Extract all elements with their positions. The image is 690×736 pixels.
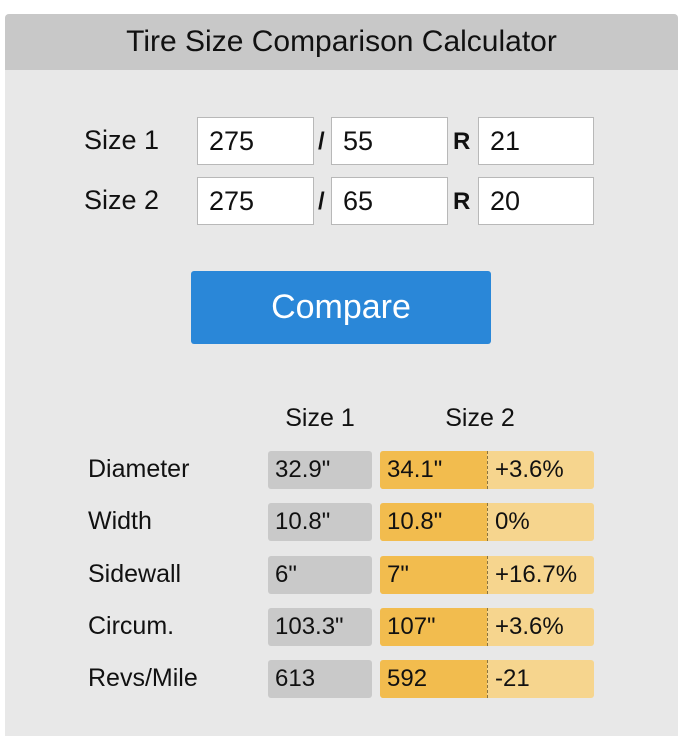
size1-value: 6" [268,555,372,594]
aspect-input[interactable]: 65 [331,177,448,225]
column-header: Size 2 [445,404,515,432]
construction: R [453,188,471,215]
title: Tire Size Comparison Calculator [126,25,557,58]
size-label: Size 1 [84,125,160,155]
calculator: Tire Size Comparison Calculator Compare … [5,14,678,736]
rim-input[interactable]: 21 [478,117,594,165]
separator: / [318,128,325,155]
row-label: Sidewall [88,559,182,588]
difference: 0% [487,503,594,542]
difference: +3.6% [487,607,594,646]
size-label: Size 2 [84,185,160,215]
construction: R [453,128,471,155]
row-label: Revs/Mile [88,664,198,693]
width-input[interactable]: 275 [197,177,314,225]
size2-value: 592 [380,660,487,699]
size1-value: 10.8" [268,503,372,542]
compare-button[interactable]: Compare [191,271,491,344]
rim-input[interactable]: 20 [478,177,594,225]
aspect-input[interactable]: 55 [331,117,448,165]
row-label: Width [88,507,152,536]
size2-value: 10.8" [380,503,487,542]
width-input[interactable]: 275 [197,117,314,165]
size1-value: 103.3" [268,607,372,646]
row-label: Diameter [88,455,190,483]
difference: -21 [487,660,594,699]
difference: +16.7% [487,555,594,594]
column-header: Size 1 [285,404,355,432]
size2-value: 34.1" [380,451,487,489]
header: Tire Size Comparison Calculator [5,14,678,70]
size2-value: 107" [380,607,487,646]
size1-value: 32.9" [268,451,372,489]
row-label: Circum. [88,611,175,640]
size1-value: 613 [268,660,372,699]
separator: / [318,188,325,215]
difference: +3.6% [487,451,594,489]
size2-value: 7" [380,555,487,594]
